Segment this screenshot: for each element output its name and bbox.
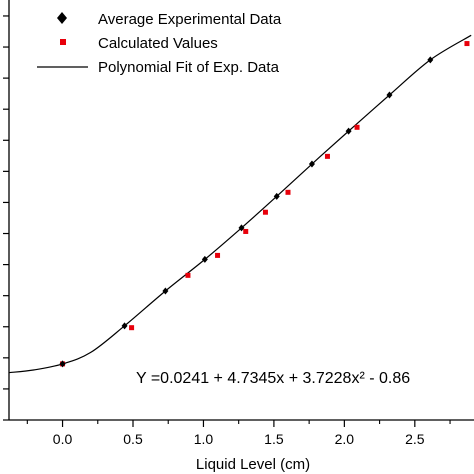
fit-curve-line [8, 34, 472, 374]
calculated-point-3 [215, 252, 221, 258]
x-ticks [26, 420, 451, 427]
experimental-point-7 [345, 127, 352, 135]
experimental-point-6 [308, 160, 315, 168]
experimental-point-8 [386, 91, 393, 99]
experimental-point-3 [201, 255, 208, 263]
calculated-point-9 [464, 41, 470, 47]
x-tick-label-2: 1.0 [194, 431, 214, 447]
x-tick-label-3: 1.5 [264, 431, 284, 447]
legend-marker-diamond [57, 12, 67, 24]
experimental-point-0 [59, 360, 66, 368]
experimental-point-9 [427, 56, 434, 64]
experimental-data-series [59, 56, 434, 368]
experimental-point-2 [162, 287, 169, 295]
legend-label-fit: Polynomial Fit of Exp. Data [98, 59, 280, 76]
x-tick-label-5: 2.5 [405, 431, 425, 447]
x-tick-label-1: 0.5 [123, 431, 143, 447]
calculated-point-8 [354, 124, 360, 130]
calculated-point-5 [262, 209, 268, 215]
y-ticks [3, 15, 9, 421]
legend-label-calculated: Calculated Values [98, 35, 218, 52]
x-tick-label-4: 2.0 [335, 431, 355, 447]
experimental-point-4 [238, 224, 245, 232]
x-tick-labels: 0.0 0.5 1.0 1.5 2.0 2.5 [53, 431, 425, 447]
calculated-point-1 [129, 325, 135, 331]
legend: Average Experimental Data Calculated Val… [37, 11, 282, 76]
calculated-values-series [60, 41, 470, 367]
x-tick-label-0: 0.0 [53, 431, 73, 447]
fit-equation: Y =0.0241 + 4.7345x + 3.7228x² - 0.86 [136, 370, 410, 387]
legend-marker-square [60, 39, 66, 45]
calculated-point-6 [285, 189, 291, 195]
calculated-point-4 [243, 228, 249, 234]
x-axis-title: Liquid Level (cm) [196, 456, 310, 473]
legend-label-experimental: Average Experimental Data [98, 11, 282, 28]
experimental-point-5 [273, 192, 280, 200]
calculated-point-7 [324, 153, 330, 159]
calculated-point-2 [185, 272, 191, 278]
experimental-point-1 [121, 322, 128, 330]
